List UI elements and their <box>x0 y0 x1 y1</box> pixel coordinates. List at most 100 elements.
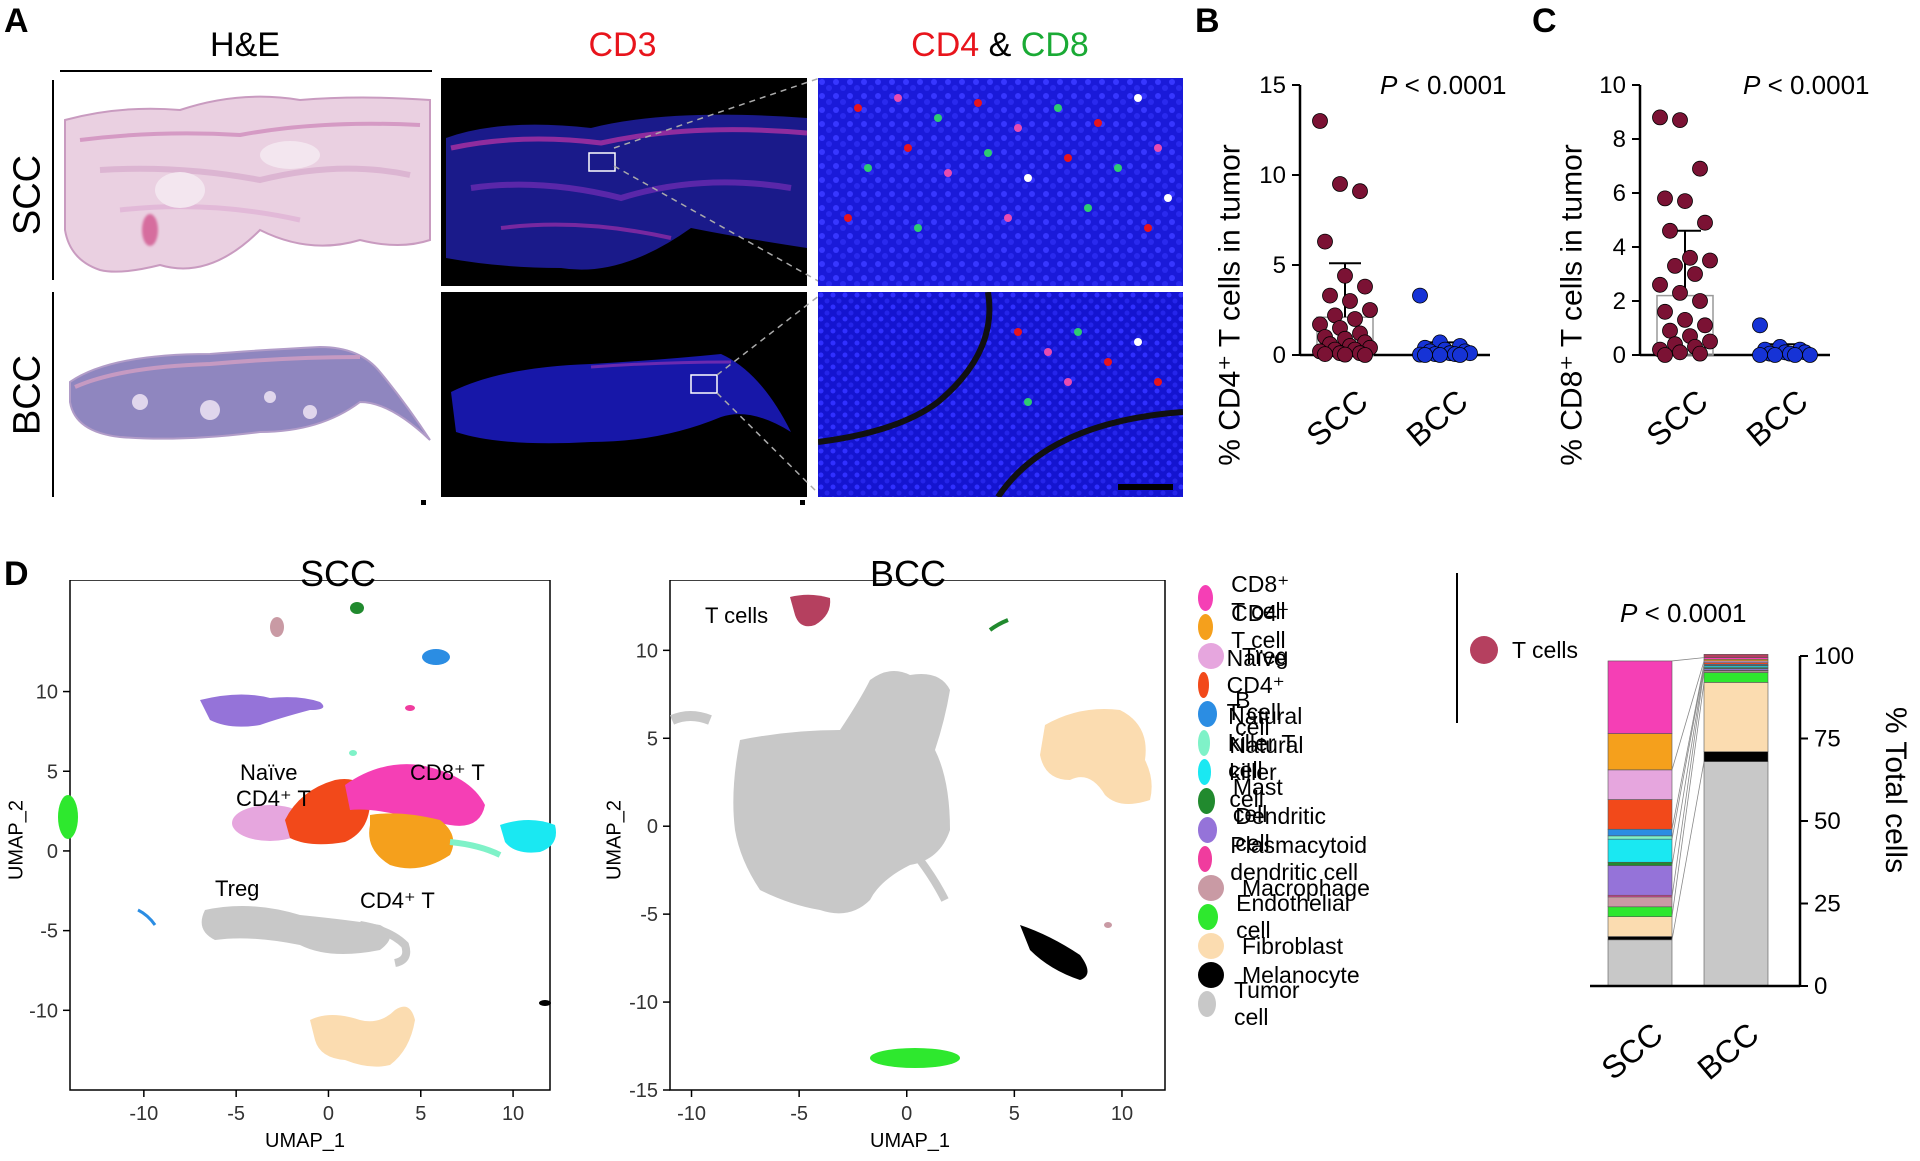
legend-label: Naïve CD4⁺ T cell <box>1226 644 1287 725</box>
stacked-ytick-label: 75 <box>1814 726 1841 753</box>
umap-scc-ylabel-wrap: UMAP_2 <box>2 780 32 900</box>
stacked-segment <box>1703 672 1769 683</box>
cd3-scale-bar <box>800 500 805 505</box>
stacked-connector <box>1671 670 1705 897</box>
stacked-segment <box>1607 769 1673 800</box>
panel-c-ylabel-wrap: % CD8⁺ T cells in tumor <box>1552 135 1592 475</box>
cd8-point <box>1682 249 1698 266</box>
legend-item: Plasmacytoid dendritic cell <box>1198 832 1379 885</box>
legend-swatch <box>1198 643 1224 669</box>
stacked-connector <box>1671 668 1705 866</box>
stacked-segment <box>1607 835 1673 840</box>
panel-b-pvalue: P < 0.0001 <box>1380 70 1507 100</box>
umap-scc-ytick-label: 0 <box>47 841 58 863</box>
stacked-connector <box>1671 660 1705 770</box>
stacked-segment <box>1607 838 1673 863</box>
umap-bcc-ylabel-wrap: UMAP_2 <box>600 780 630 900</box>
umap-scc-ytick-label: 5 <box>47 761 58 783</box>
umap-scc-ytick-label: -10 <box>29 1000 58 1022</box>
cd4-dot-plot: 0 5 10 15 SCC BCC <box>1259 72 1490 454</box>
legend-swatch <box>1198 817 1218 843</box>
legend-label: Melanocyte <box>1242 961 1360 988</box>
row-label-scc-wrap: SCC <box>6 154 49 236</box>
stacked-ylabel-wrap: % Total cells <box>1875 640 1915 940</box>
legend-item: Dendritic cell <box>1198 803 1333 856</box>
row-label-scc: SCC <box>6 154 49 236</box>
legend-swatch <box>1198 701 1218 727</box>
legend-swatch <box>1198 933 1224 959</box>
stacked-segment <box>1607 660 1673 734</box>
cd4-point <box>1412 287 1428 304</box>
cd4-point <box>1357 347 1373 363</box>
cd4-ytick-label: 5 <box>1273 252 1286 279</box>
cd4-point <box>1452 347 1468 363</box>
legend-label: Endothelial cell <box>1236 890 1350 943</box>
umap-label-tcells: T cells <box>705 603 769 628</box>
cd8-ytick-label: 8 <box>1613 126 1626 153</box>
panel-label-b: B <box>1195 2 1220 40</box>
bcc-cluster-macrophage <box>1104 922 1112 928</box>
cd8-point <box>1667 257 1683 274</box>
umap-label-cd8: CD8⁺ T <box>410 760 485 785</box>
cd4-point <box>1312 113 1328 129</box>
legend-label: Fibroblast <box>1242 932 1343 959</box>
cd4-ytick-label: 0 <box>1273 342 1286 369</box>
legend-swatch <box>1198 846 1213 872</box>
scc-cluster-endothelial <box>58 795 78 839</box>
stacked-segment <box>1607 861 1673 866</box>
legend-label: Tumor cell <box>1233 977 1300 1030</box>
legend-label: Macrophage <box>1242 874 1370 901</box>
legend-label: Dendritic cell <box>1235 803 1327 856</box>
umap-bcc-xtick-label: 10 <box>1111 1103 1133 1125</box>
umap-bcc-ytick-label: 10 <box>636 640 658 662</box>
umap-bcc-ytick-label: -5 <box>640 904 658 926</box>
legend-swatch <box>1198 730 1211 756</box>
legend-swatch <box>1198 788 1215 814</box>
stacked-ytick-label: 50 <box>1814 808 1841 835</box>
cd8-point <box>1697 214 1713 231</box>
umap-bcc-ytick-label: -10 <box>629 992 658 1014</box>
stacked-segment <box>1607 936 1673 941</box>
legend-item: Natural killer T cell <box>1198 703 1316 783</box>
cd8-point <box>1652 276 1668 293</box>
umap-scc-plot: -10 -5 0 5 10 -10 -5 0 5 10 <box>29 580 556 1125</box>
cd3-scc-image <box>441 78 807 286</box>
legend-item: Tumor cell <box>1198 977 1308 1030</box>
cd8-point <box>1702 252 1718 269</box>
cd8-dot-plot: 0 2 4 6 8 10 SCC BCC <box>1599 72 1830 454</box>
panel-c-ylabel: % CD8⁺ T cells in tumor <box>1555 144 1589 466</box>
cd8-category-label: SCC <box>1640 383 1715 454</box>
cd8-label: CD8 <box>1020 26 1089 64</box>
cd8-ytick-label: 0 <box>1613 342 1626 369</box>
umap-label-cd4: CD4⁺ T <box>360 888 435 913</box>
row-label-bcc: BCC <box>6 354 49 436</box>
cd4-label: CD4 <box>911 26 980 64</box>
legend-item: Endothelial cell <box>1198 890 1356 943</box>
col-header-he: H&E <box>210 26 280 64</box>
cd4-ytick-label: 15 <box>1259 72 1286 99</box>
legend-swatch <box>1198 585 1214 611</box>
umap-scc-xtick-label: 10 <box>502 1103 524 1125</box>
bcc-cluster-tcells <box>790 594 831 627</box>
umap-bcc-ytick-label: 0 <box>647 816 658 838</box>
zoom-dashed-lines <box>613 77 821 496</box>
legend-swatch <box>1198 904 1219 930</box>
row-label-bcc-wrap: BCC <box>6 354 49 436</box>
panel-b-ylabel: % CD4⁺ T cells in tumor <box>1213 144 1247 466</box>
col-header-cd4-cd8: CD4 & CD8 <box>817 26 1183 65</box>
cd8-category-label: BCC <box>1740 383 1815 454</box>
scc-row-bracket <box>52 80 54 280</box>
stacked-ytick-label: 0 <box>1814 973 1827 1000</box>
scc-cluster-pdc <box>405 705 415 711</box>
panel-label-a: A <box>4 2 29 40</box>
cd8-point <box>1672 284 1688 301</box>
umap-scc-ylabel: UMAP_2 <box>5 799 28 881</box>
cd4-cd8-bcc-image <box>818 292 1183 497</box>
legend-item: Melanocyte <box>1198 960 1360 990</box>
legend-label: Plasmacytoid dendritic cell <box>1230 832 1368 885</box>
stacked-connector <box>1671 761 1705 940</box>
scc-cluster-macrophage <box>270 617 284 637</box>
panel-label-c: C <box>1532 2 1557 40</box>
stacked-segment <box>1703 654 1769 658</box>
umap-scc-ytick-label: 10 <box>36 682 58 704</box>
